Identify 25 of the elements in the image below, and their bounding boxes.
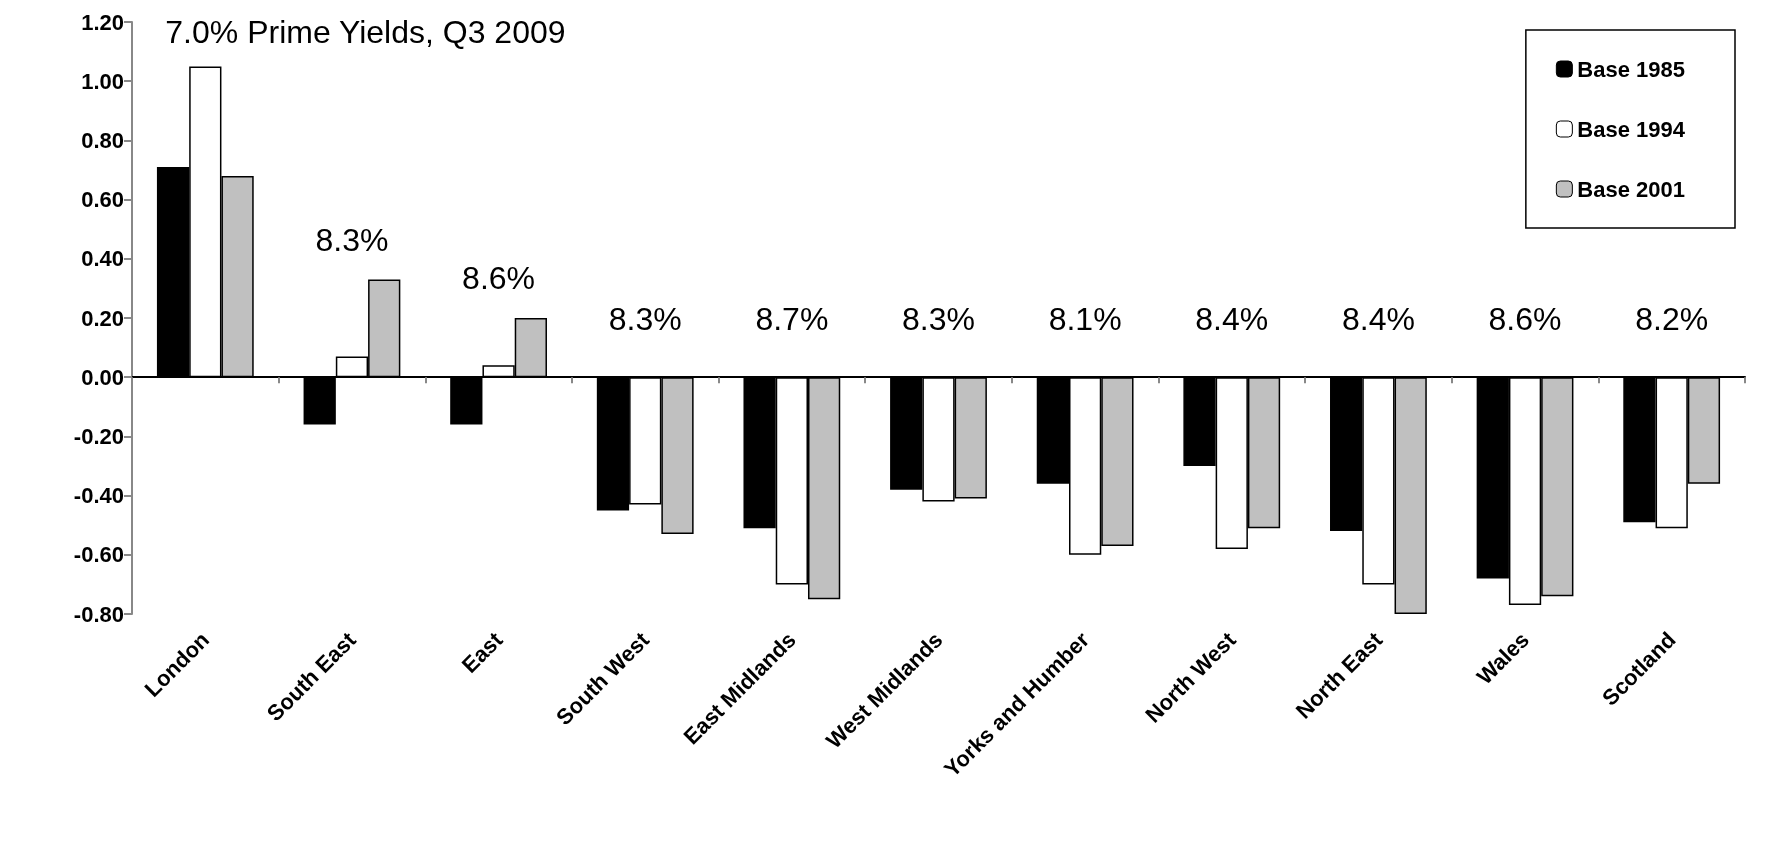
annotation: 8.7% (755, 301, 829, 338)
annotation: 8.1% (1048, 301, 1122, 338)
y-tick-label: -0.20 (73, 423, 124, 449)
annotation: 8.6% (1488, 301, 1562, 338)
annotation: 7.0% Prime Yields, Q3 2009 (165, 14, 566, 50)
y-tick-label: 1.00 (81, 68, 124, 94)
legend-label: Base 2001 (1577, 176, 1686, 202)
y-tick-label: 0.20 (81, 305, 124, 331)
y-tick-label: -0.60 (73, 542, 124, 568)
annotation: 8.3% (902, 301, 975, 338)
annotation: 8.3% (315, 221, 389, 258)
y-tick-label: -0.80 (73, 601, 124, 627)
y-tick-label: 0.00 (81, 364, 124, 390)
y-tick-label: 0.60 (81, 187, 124, 213)
annotation: 8.4% (1195, 301, 1269, 338)
annotation: 8.6% (462, 260, 536, 296)
annotation: 8.4% (1341, 301, 1415, 338)
y-tick-label: 1.20 (81, 9, 124, 35)
legend-label: Base 1985 (1577, 56, 1686, 82)
y-tick-label: 0.80 (81, 127, 124, 153)
annotation: 8.3% (608, 301, 682, 338)
y-tick-label: 0.40 (81, 246, 124, 272)
y-tick-label: -0.40 (73, 483, 124, 509)
legend-label: Base 1994 (1577, 116, 1686, 142)
annotation: 8.2% (1635, 301, 1709, 338)
